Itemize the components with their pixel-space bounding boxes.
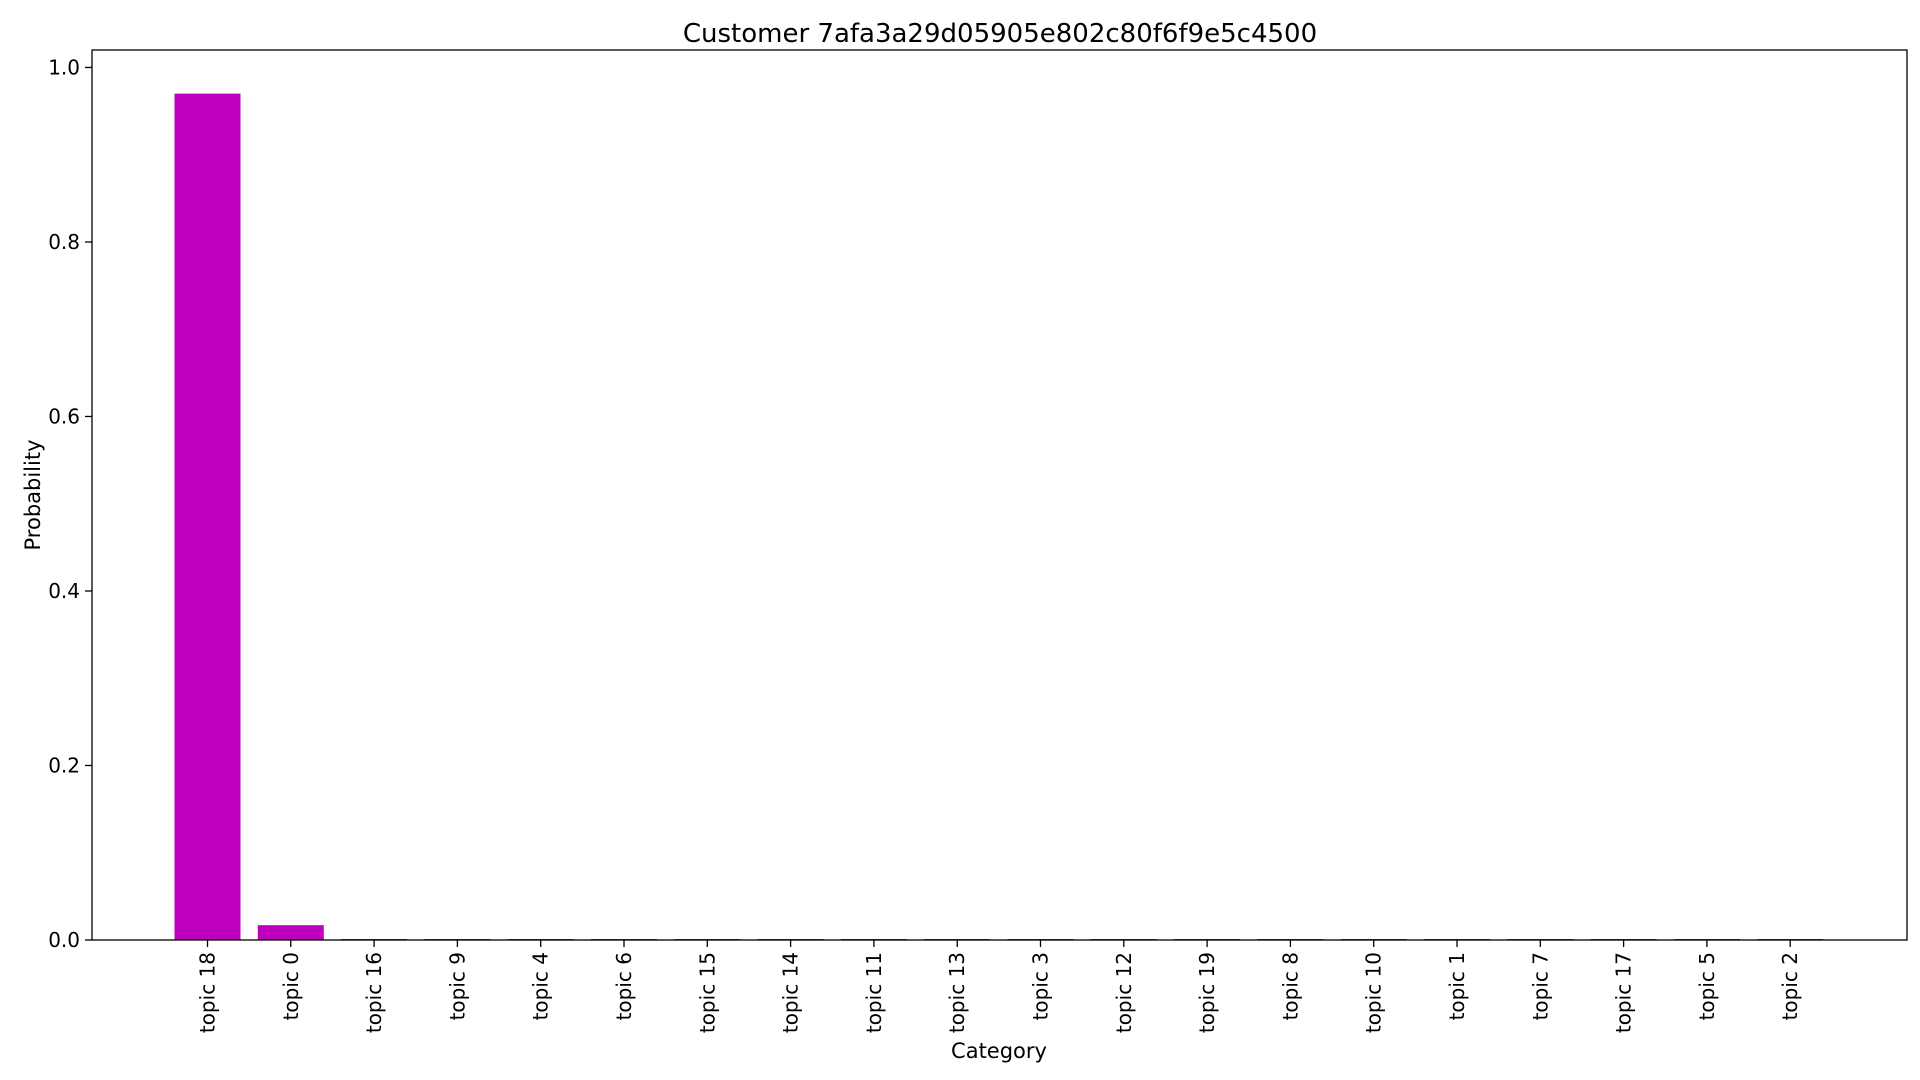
x-tick-label: topic 6 [612,952,636,1020]
x-tick-label: topic 5 [1695,952,1719,1020]
x-tick-label: topic 19 [1195,952,1219,1033]
y-tick-label: 0.0 [48,928,80,952]
x-tick-label: topic 17 [1612,952,1636,1033]
y-tick-label: 0.2 [48,753,80,777]
x-tick-label: topic 12 [1112,952,1136,1033]
plot-frame [91,49,1908,941]
y-axis: 0.0 0.2 0.4 0.6 0.8 1.0 [48,55,92,952]
y-tick-label: 1.0 [48,55,80,79]
x-tick-label: topic 8 [1278,952,1302,1020]
bar-topic-18 [174,93,241,940]
x-axis: topic 18 topic 0 topic 16 topic 9 topic 4 top… [196,940,1802,1033]
x-tick-label: topic 16 [362,952,386,1033]
x-tick-label: topic 9 [445,952,469,1020]
x-tick-label: topic 7 [1528,952,1552,1020]
x-tick-label: topic 14 [779,952,803,1033]
y-tick-label: 0.4 [48,579,80,603]
x-tick-label: topic 13 [945,952,969,1033]
x-tick-label: topic 18 [196,952,220,1033]
bars-group [174,93,1824,940]
x-tick-label: topic 1 [1445,952,1469,1020]
x-tick-label: topic 0 [279,952,303,1020]
x-tick-label: topic 4 [529,952,553,1020]
x-tick-label: topic 10 [1362,952,1386,1033]
bar-topic-0 [257,925,324,940]
y-tick-label: 0.8 [48,230,80,254]
y-tick-label: 0.6 [48,404,80,428]
x-tick-label: topic 3 [1029,952,1053,1020]
x-tick-label: topic 15 [695,952,719,1033]
x-axis-label: Category [951,1039,1047,1063]
x-tick-label: topic 2 [1778,952,1802,1020]
x-tick-label: topic 11 [862,952,886,1033]
chart-title: Customer 7afa3a29d05905e802c80f6f9e5c450… [683,19,1317,49]
y-axis-label: Probability [21,439,45,550]
